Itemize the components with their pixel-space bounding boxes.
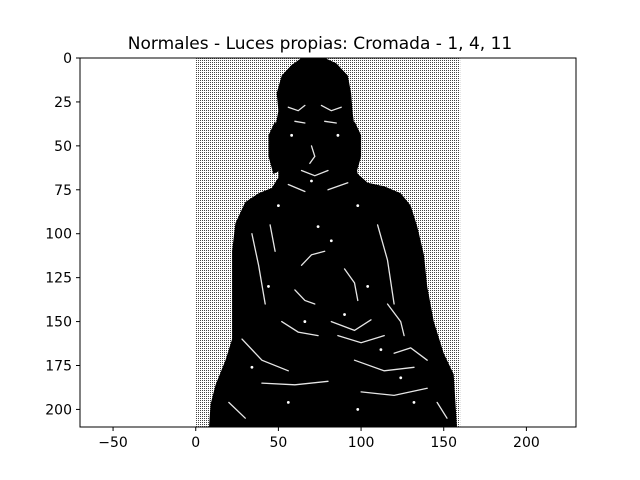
highlight-speck: [277, 204, 280, 207]
highlight-speck: [337, 134, 340, 137]
y-tick-label: 200: [45, 402, 72, 418]
x-axis-ticks: −50 0 50 100 150 200: [98, 427, 539, 451]
y-tick-label: 50: [54, 139, 72, 155]
y-axis-ticks: 0 25 50 75 100 125 150 175 200: [45, 51, 80, 418]
y-tick-label: 100: [45, 227, 72, 243]
highlight-speck: [310, 180, 313, 183]
y-tick-label: 0: [63, 51, 72, 67]
x-tick-label: −50: [98, 435, 128, 451]
x-tick-label: 150: [430, 435, 457, 451]
highlight-speck: [380, 348, 383, 351]
y-tick-label: 25: [54, 95, 72, 111]
highlight-speck: [413, 401, 416, 404]
y-tick-label: 75: [54, 183, 72, 199]
highlight-speck: [287, 401, 290, 404]
x-tick-label: 100: [348, 435, 375, 451]
chart-title: Normales - Luces propias: Cromada - 1, 4…: [128, 34, 512, 54]
highlight-speck: [343, 313, 346, 316]
highlight-speck: [366, 285, 369, 288]
highlight-speck: [399, 376, 402, 379]
x-tick-label: 50: [269, 435, 287, 451]
highlight-speck: [356, 408, 359, 411]
highlight-speck: [317, 225, 320, 228]
y-tick-label: 125: [45, 271, 72, 287]
x-tick-label: 0: [191, 435, 200, 451]
y-tick-label: 175: [45, 359, 72, 375]
highlight-speck: [290, 134, 293, 137]
rendered-image: [196, 58, 461, 427]
highlight-speck: [303, 320, 306, 323]
highlight-speck: [330, 239, 333, 242]
y-tick-label: 150: [45, 315, 72, 331]
x-tick-label: 200: [513, 435, 540, 451]
highlight-speck: [251, 366, 254, 369]
highlight-speck: [267, 285, 270, 288]
highlight-speck: [356, 204, 359, 207]
